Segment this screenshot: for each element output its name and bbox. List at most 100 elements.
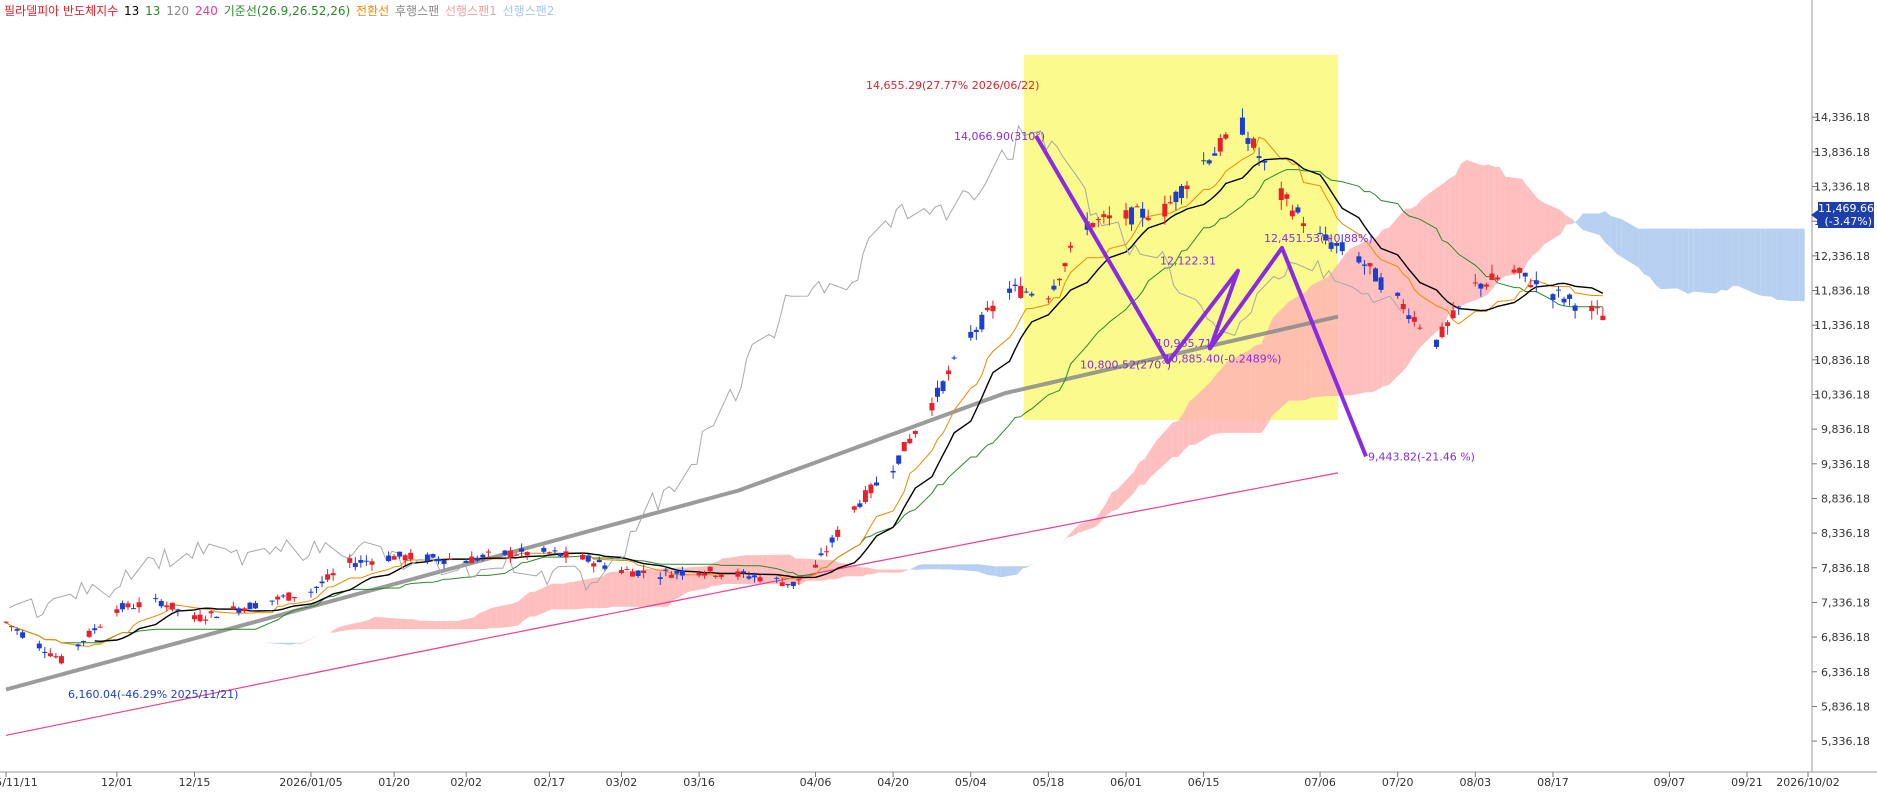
candle-body [1185,186,1190,189]
candle-body [1395,293,1400,296]
candle-body [1373,268,1378,281]
ichimoku-cloud-segment [1522,179,1528,273]
candle-body [558,554,563,556]
candle-body [669,575,674,578]
candle-body [231,606,236,609]
candle-body [486,552,491,553]
legend-ma240: 240 [195,4,218,18]
y-tick-label: 6,336.18 [1821,666,1870,679]
ichimoku-cloud-segment [1738,229,1755,294]
y-tick-label: 6,836.18 [1821,631,1870,644]
candle-body [331,573,336,575]
ichimoku-cloud-segment [1295,295,1301,401]
ichimoku-cloud-segment [823,560,829,581]
ichimoku-cloud-segment [751,555,757,584]
ichimoku-cloud-segment [446,621,452,629]
x-tick-label: 03/16 [683,776,715,789]
candle-body [636,571,641,576]
candle-body [902,442,907,451]
candle-body [514,555,519,556]
x-tick-label: 09/21 [1731,776,1763,789]
candle-body [175,609,180,610]
candle-body [941,381,946,391]
ichimoku-cloud-segment [380,617,397,629]
ichimoku-cloud-segment [358,621,364,629]
candle-body [591,563,596,566]
candle-body [358,560,363,563]
candle-body [214,617,219,618]
candle-body [1489,274,1494,280]
x-tick-label: 2025/11/11 [0,776,38,789]
candle-body [1367,263,1372,266]
candle-body [436,559,441,562]
candle-body [1024,292,1029,293]
ichimoku-cloud-segment [1655,229,1661,289]
candle-body [641,570,646,573]
candle-body [979,315,984,330]
ichimoku-cloud-segment [1733,229,1739,286]
candle-body [1512,270,1517,273]
candle-body [619,570,624,573]
legend-leading-span2: 선행스팬2 [503,4,555,18]
chart-legend: 필라델피아 반도체지수 13 13 120 240 기준선(26.9,26.52… [4,2,556,19]
ichimoku-cloud-segment [613,571,630,607]
ichimoku-cloud-segment [1727,229,1733,291]
candle-body [602,566,607,569]
ichimoku-cloud-segment [1500,167,1506,280]
candle-body [824,551,829,552]
candle-body [198,615,203,621]
y-tick-label: 5,336.18 [1821,735,1870,748]
y-tick-label: 11,336.18 [1814,319,1870,332]
candle-body [1589,306,1594,311]
candle-body [480,555,485,558]
candle-body [137,602,142,607]
ichimoku-cloud-segment [723,558,729,584]
ichimoku-cloud-segment [1771,229,1777,300]
candle-body [153,598,158,599]
candle-body [1018,286,1023,298]
candle-body [120,603,125,609]
candle-body [1057,279,1062,280]
candle-body [114,609,119,613]
y-tick-label: 7,836.18 [1821,562,1870,575]
candle-body [929,403,934,410]
candle-body [508,551,513,557]
ichimoku-cloud-segment [1638,229,1644,275]
ichimoku-cloud-segment [402,619,408,629]
ichimoku-cloud-segment [1261,332,1267,433]
y-tick-label: 13,836.18 [1814,146,1870,159]
candle-body [15,629,20,631]
ichimoku-cloud-segment [1173,421,1179,457]
candle-body [353,563,358,567]
ichimoku-cloud-segment [1483,164,1489,297]
candle-body [564,551,569,557]
ichimoku-cloud-segment [1799,229,1805,302]
candle-body [1223,134,1228,138]
candle-body [447,559,452,560]
candle-body [1406,315,1411,319]
ichimoku-cloud-segment [1466,160,1483,303]
x-tick-label: 06/01 [1110,776,1142,789]
candle-body [541,548,546,552]
candle-body [1445,322,1450,326]
x-tick-label: 12/15 [179,776,211,789]
ichimoku-cloud-segment [452,621,458,629]
y-tick-label: 13,336.18 [1814,181,1870,194]
candle-body [1013,285,1018,286]
candle-body [1550,294,1555,300]
candle-body [203,620,208,621]
candle-body [674,571,679,574]
ichimoku-cloud-segment [1677,229,1683,291]
x-tick-label: 12/01 [101,776,133,789]
candle-body [1029,294,1034,296]
candle-body [37,644,42,649]
candle-body [1051,286,1056,290]
legend-base-line: 기준선(26.9,26.52,26) [224,4,350,18]
candle-body [952,357,957,358]
candle-body [741,571,746,573]
x-tick-label: 07/20 [1382,776,1414,789]
ichimoku-cloud-segment [1766,229,1772,297]
candle-body [1101,214,1106,217]
candle-body [242,608,247,611]
candle-body [42,652,47,653]
